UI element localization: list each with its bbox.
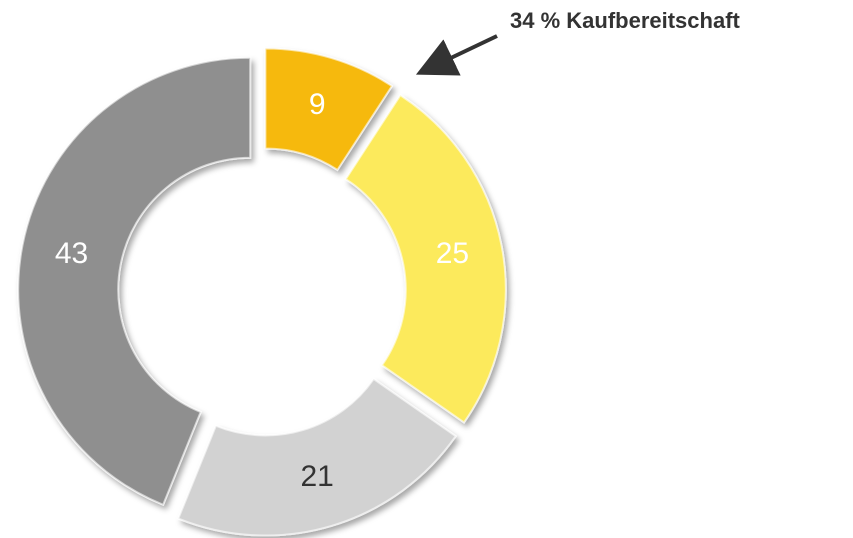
donut-segment bbox=[344, 93, 507, 424]
annotation-arrow bbox=[415, 34, 498, 76]
value-label: 43 bbox=[55, 237, 88, 270]
value-label: 25 bbox=[436, 237, 469, 270]
annotation: 34 % Kaufbereitschaft bbox=[510, 8, 741, 33]
donut-segment bbox=[17, 56, 252, 507]
donut-segment bbox=[264, 47, 394, 172]
value-label: 21 bbox=[301, 460, 334, 493]
donut-segment bbox=[177, 377, 458, 537]
value-label: 9 bbox=[309, 88, 326, 121]
